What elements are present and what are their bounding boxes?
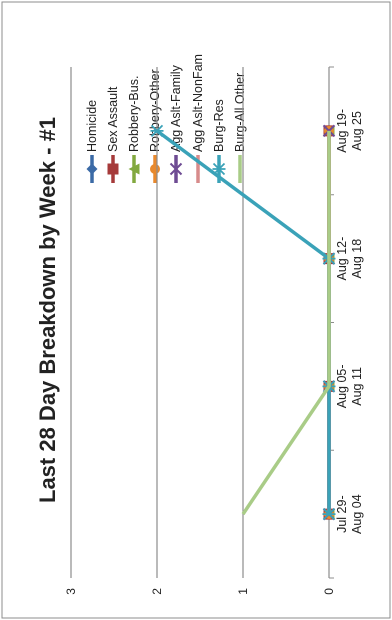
legend-entry: Sex Assault [106,86,120,183]
legend-entry: Robbery-Bus. [127,76,141,183]
data-point [128,163,140,175]
legend-label: Homicide [85,100,99,152]
legend-entry: Homicide [85,100,99,183]
legend-label: Robbery-Other [148,69,162,152]
legend-label: Agg Aslt-Family [169,64,183,152]
y-tick-label: 2 [150,588,164,595]
y-tick-label: 1 [236,588,250,595]
y-axis-ticks: 0 1 2 3 [64,588,336,595]
plot-area [150,124,336,521]
data-point [322,507,336,521]
legend-label: Burg-Res [212,99,226,152]
series-line [241,130,331,516]
x-tick-label: Aug 12-Aug 18 [335,237,364,281]
y-tick-label: 3 [64,588,78,595]
x-axis-ticks: Jul 29-Aug 04 Aug 05-Aug 11 Aug 12-Aug 18 A… [329,66,364,579]
x-tick-label: Jul 29-Aug 04 [335,494,364,534]
chart-title: Last 28 Day Breakdown by Week - #1 [35,117,60,503]
legend: Homicide Sex Assault Robbery-Bus. Robbery-O… [85,54,247,183]
y-tick-label: 0 [322,588,336,595]
x-tick-label: Aug 05-Aug 11 [335,364,364,408]
legend-label: Sex Assault [106,86,120,152]
legend-label: Burg-All Other [233,73,247,152]
legend-entry: Agg Aslt-Family [169,64,183,183]
legend-label: Agg Aslt-NonFam [191,54,205,152]
legend-label: Robbery-Bus. [127,76,141,152]
data-point [86,163,98,175]
x-tick-label: Aug 19-Aug 25 [335,109,364,153]
data-point [150,164,160,174]
series [241,130,331,516]
data-point [150,124,164,138]
data-point [169,162,183,176]
data-point [107,163,119,175]
